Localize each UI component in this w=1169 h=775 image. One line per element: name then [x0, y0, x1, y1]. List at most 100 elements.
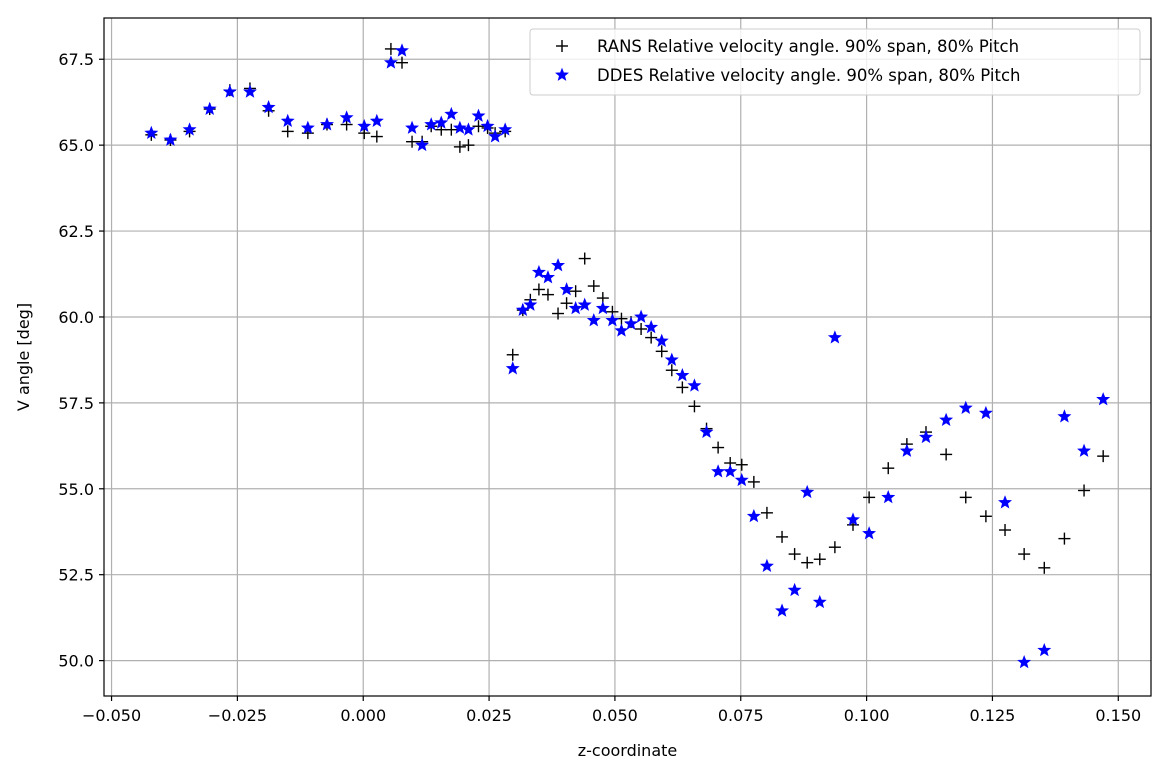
ddes-point: [595, 301, 610, 315]
ddes-point: [424, 117, 439, 131]
ddes-point: [800, 484, 815, 499]
ddes-point: [614, 323, 629, 337]
ddes-point: [958, 400, 973, 414]
ddes-point: [687, 378, 702, 392]
rans-point: [384, 42, 397, 55]
ddes-point: [559, 282, 574, 296]
rans-point: [1097, 450, 1110, 463]
x-tick-label: 0.150: [1095, 706, 1141, 725]
legend-marker-rans: [556, 40, 568, 52]
ddes-point: [634, 309, 649, 323]
legend-marker-ddes: [555, 67, 569, 81]
ddes-point: [1037, 642, 1052, 657]
rans-point: [560, 297, 573, 310]
ddes-point: [644, 319, 659, 334]
y-tick-label: 52.5: [58, 566, 94, 585]
ddes-point: [163, 132, 178, 146]
rans-point: [541, 288, 554, 301]
legend: RANS Relative velocity angle. 90% span, …: [529, 28, 1141, 96]
x-tick-label: −0.050: [82, 706, 141, 725]
ddes-point: [320, 117, 334, 131]
ddes-point: [586, 313, 601, 327]
y-tick-label: 50.0: [58, 652, 94, 671]
rans-point: [655, 345, 668, 358]
ddes-point: [711, 464, 726, 478]
ddes-point: [405, 120, 420, 134]
rans-point: [395, 56, 408, 69]
ddes-point: [812, 594, 827, 609]
ddes-point: [202, 101, 217, 115]
ddes-point: [280, 113, 295, 128]
legend-star-marker: [555, 67, 569, 81]
rans-point: [760, 506, 773, 519]
rans-point: [281, 125, 294, 138]
ddes-point: [775, 603, 790, 617]
ddes-point: [383, 55, 398, 69]
ddes-point: [734, 472, 749, 487]
legend-entry-ddes: DDES Relative velocity angle. 90% span, …: [597, 66, 1020, 85]
rans-point: [959, 491, 972, 504]
ddes-point: [339, 110, 354, 124]
rans-point: [1038, 561, 1051, 574]
ddes-point: [699, 424, 714, 439]
rans-point: [587, 280, 600, 293]
ddes-point: [577, 297, 592, 311]
ddes-point: [675, 368, 690, 382]
rans-point: [788, 548, 801, 561]
ddes-point: [746, 508, 761, 523]
rans-point: [801, 556, 814, 569]
rans-point: [665, 364, 678, 377]
rans-point: [569, 285, 582, 298]
ddes-point: [899, 443, 914, 457]
rans-point: [1018, 548, 1031, 561]
ddes-point: [531, 264, 546, 279]
ddes-point: [452, 120, 467, 134]
ddes-point: [1096, 392, 1111, 406]
ddes-point: [551, 258, 566, 272]
ddes-point: [1077, 443, 1092, 457]
rans-point: [979, 510, 992, 523]
rans-point: [747, 475, 760, 488]
rans-point: [688, 400, 701, 413]
ddes-point: [144, 125, 159, 140]
rans-point: [645, 331, 658, 344]
ddes-point: [978, 405, 993, 420]
x-tick-label: 0.025: [466, 706, 512, 725]
legend-plus-marker: [556, 40, 568, 52]
ddes-point: [480, 118, 495, 133]
ddes-point: [415, 137, 430, 152]
x-tick-label: 0.075: [718, 706, 764, 725]
rans-point: [1058, 532, 1071, 545]
ddes-point: [395, 43, 409, 57]
ddes-point: [488, 129, 503, 143]
ddes-point: [605, 313, 620, 327]
rans-point: [578, 252, 591, 265]
y-tick-label: 65.0: [58, 136, 94, 155]
ddes-point: [846, 512, 860, 526]
y-tick-label: 62.5: [58, 222, 94, 241]
ddes-point: [523, 297, 538, 311]
rans-point: [635, 322, 648, 335]
y-tick-label: 60.0: [58, 308, 94, 327]
ddes-point: [998, 495, 1012, 509]
ddes-point: [222, 84, 237, 98]
rans-point: [999, 524, 1012, 537]
x-tick-label: 0.000: [340, 706, 386, 725]
legend-entry-rans: RANS Relative velocity angle. 90% span, …: [597, 37, 1019, 56]
ddes-point: [357, 118, 372, 133]
plot-frame: [103, 17, 1152, 697]
ddes-point: [759, 558, 774, 573]
ddes-point: [919, 429, 933, 444]
rans-point: [370, 130, 383, 143]
ddes-point: [862, 526, 877, 540]
y-tick-label: 55.0: [58, 480, 94, 499]
series-ddes: [144, 43, 1111, 669]
ddes-point: [568, 301, 583, 315]
ddes-point: [369, 113, 384, 128]
rans-point: [453, 140, 466, 153]
rans-point: [712, 441, 725, 454]
ddes-point: [505, 361, 520, 375]
ddes-point: [461, 122, 476, 136]
